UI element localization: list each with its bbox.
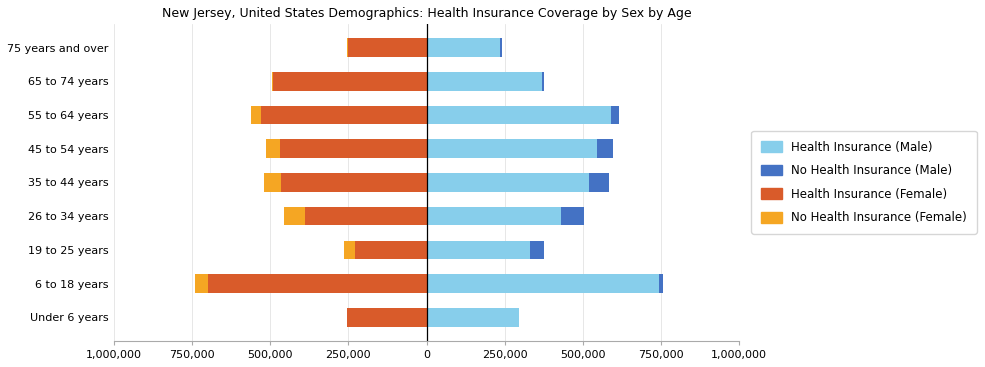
Bar [542, 72, 544, 91]
Title: New Jersey, United States Demographics: Health Insurance Coverage by Sex by Age: New Jersey, United States Demographics: … [162, 7, 691, 20]
Bar [500, 38, 501, 57]
Bar [347, 38, 349, 57]
Bar [530, 241, 544, 259]
Bar [266, 139, 280, 158]
Bar [597, 139, 613, 158]
Legend: Health Insurance (Male), No Health Insurance (Male), Health Insurance (Female), : Health Insurance (Male), No Health Insur… [752, 131, 977, 234]
Bar [344, 241, 355, 259]
Bar [427, 241, 530, 259]
Bar [611, 106, 619, 124]
Bar [427, 72, 542, 91]
Bar [427, 173, 589, 192]
Bar [355, 241, 427, 259]
Bar [264, 173, 281, 192]
Bar [427, 207, 561, 225]
Bar [427, 38, 500, 57]
Bar [427, 275, 660, 293]
Bar [660, 275, 663, 293]
Bar [589, 173, 610, 192]
Bar [281, 173, 427, 192]
Bar [273, 72, 427, 91]
Bar [261, 106, 427, 124]
Bar [285, 207, 304, 225]
Bar [272, 72, 273, 91]
Bar [304, 207, 427, 225]
Bar [427, 106, 611, 124]
Bar [208, 275, 427, 293]
Bar [349, 38, 427, 57]
Bar [280, 139, 427, 158]
Bar [427, 308, 519, 327]
Bar [561, 207, 584, 225]
Bar [195, 275, 208, 293]
Bar [251, 106, 261, 124]
Bar [427, 139, 597, 158]
Bar [347, 308, 427, 327]
